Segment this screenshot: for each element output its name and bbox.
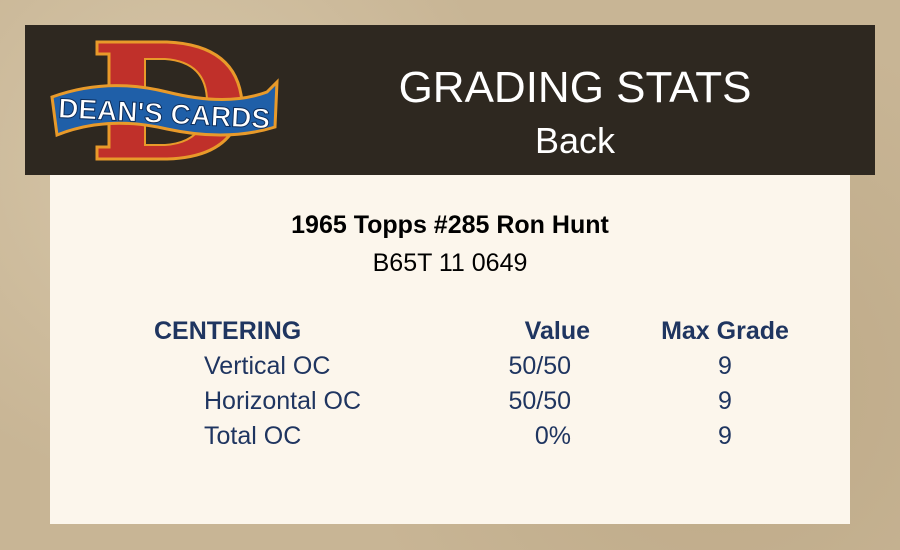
table-row: Vertical OC 50/50 9: [50, 352, 850, 386]
deans-cards-logo: DEAN'S CARDS: [50, 40, 279, 161]
row-label: Total OC: [204, 422, 302, 450]
row-label: Horizontal OC: [204, 387, 361, 415]
row-max: 9: [718, 352, 732, 380]
row-label: Vertical OC: [204, 352, 331, 380]
table-header: CENTERING Value Max Grade: [50, 317, 850, 351]
row-max: 9: [718, 387, 732, 415]
row-value: 50/50: [508, 387, 571, 415]
row-value: 0%: [534, 422, 571, 450]
header-centering: CENTERING: [154, 317, 302, 345]
table-row: Total OC 0% 9: [50, 422, 850, 456]
stats-panel: 1965 Topps #285 Ron Hunt B65T 11 0649 CE…: [50, 175, 850, 524]
row-value: 50/50: [508, 352, 571, 380]
page-subtitle: Back: [534, 120, 616, 161]
header-max-grade: Max Grade: [661, 317, 789, 345]
row-max: 9: [718, 422, 732, 450]
table-row: Horizontal OC 50/50 9: [50, 387, 850, 421]
cert-number: B65T 11 0649: [372, 249, 528, 277]
header: DEAN'S CARDS GRADING STATS Back: [25, 25, 875, 175]
header-value: Value: [524, 317, 590, 345]
page-title: GRADING STATS: [398, 63, 752, 112]
card-name: 1965 Topps #285 Ron Hunt: [291, 211, 609, 239]
